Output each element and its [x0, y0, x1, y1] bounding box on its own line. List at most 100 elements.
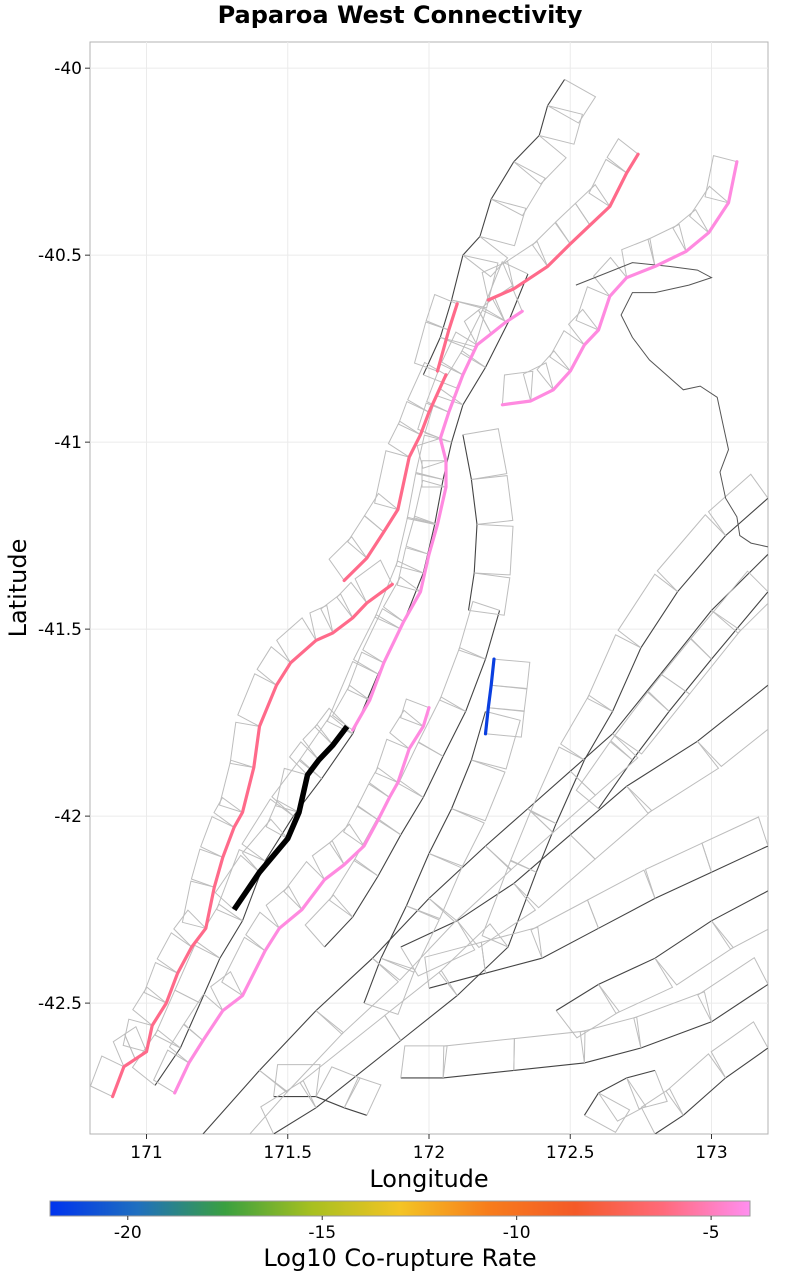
rupture-panel — [215, 849, 266, 922]
x-axis-ticks: 171 171.5 172 172.5 173 — [130, 1134, 728, 1163]
rupture-panel — [405, 515, 438, 555]
rupture-panel — [374, 450, 410, 510]
co-rupture-fault — [435, 302, 459, 373]
colorbar-label: Log10 Co-rupture Rate — [263, 1244, 536, 1272]
rupture-panel — [328, 536, 368, 581]
rupture-panel — [288, 741, 320, 776]
rupture-panel — [396, 547, 430, 593]
rupture-panel — [575, 286, 610, 331]
rupture-panel — [203, 1070, 289, 1134]
rupture-panel — [567, 308, 599, 346]
rupture-panel — [320, 593, 354, 634]
rupture-panel — [665, 1053, 727, 1116]
rupture-panel — [647, 638, 712, 712]
rupture-panel — [213, 796, 243, 828]
y-tick-label: -41.5 — [38, 620, 82, 640]
rupture-panel — [328, 858, 379, 918]
rupture-panel — [363, 957, 416, 1016]
rupture-panel — [547, 78, 597, 124]
rupture-panel — [245, 911, 280, 952]
rupture-panel — [458, 600, 500, 660]
background-fault-trace — [583, 1069, 656, 1116]
rupture-panel — [413, 479, 447, 525]
rupture-panel — [428, 808, 485, 869]
rupture-panel — [574, 183, 611, 226]
rupture-panel — [214, 854, 260, 910]
rupture-panel — [424, 941, 486, 989]
rupture-panel — [462, 236, 509, 278]
rupture-panel — [586, 634, 642, 712]
rupture-panel — [406, 473, 444, 525]
y-axis-label: Latitude — [4, 539, 32, 638]
rupture-panel — [200, 816, 235, 858]
rupture-panel — [352, 613, 402, 675]
colorbar — [49, 1200, 751, 1217]
coastline-trace — [575, 262, 768, 548]
rupture-panel — [451, 759, 506, 822]
rupture-panel — [154, 989, 201, 1049]
rupture-panel — [707, 473, 768, 536]
chart-title: Paparoa West Connectivity — [217, 1, 583, 29]
colorbar-tick-label: -5 — [703, 1223, 720, 1243]
rupture-panel — [382, 576, 421, 623]
rupture-panel — [584, 1092, 631, 1133]
rupture-panel — [688, 185, 729, 234]
rupture-panel — [315, 957, 400, 1035]
rupture-panel — [256, 646, 291, 686]
rupture-panel — [417, 402, 449, 439]
rupture-panel — [710, 1021, 768, 1079]
rupture-panel — [326, 660, 379, 735]
rupture-panel — [633, 991, 712, 1049]
y-tick-label: -40 — [54, 59, 82, 79]
rupture-panel — [598, 957, 674, 1015]
rupture-panel — [462, 428, 508, 480]
rupture-panel — [181, 880, 215, 929]
rupture-panel — [331, 684, 370, 731]
rupture-panel — [132, 986, 167, 1026]
rupture-panel — [400, 920, 476, 977]
rupture-panel — [336, 581, 368, 619]
rupture-panel — [592, 256, 628, 297]
x-axis-label: Longitude — [369, 1165, 488, 1193]
rupture-panel — [481, 260, 515, 301]
rupture-panel — [441, 331, 478, 376]
rupture-panel — [265, 799, 300, 840]
rupture-panel — [579, 1016, 642, 1063]
x-tick-label: 173 — [695, 1143, 727, 1163]
rupture-panel — [481, 261, 529, 323]
rupture-panel — [183, 993, 224, 1041]
rupture-panel — [485, 707, 525, 738]
background-fault-trace — [654, 1047, 768, 1134]
rupture-panel — [644, 842, 712, 899]
rupture-panel — [399, 698, 430, 727]
background-fault-network — [90, 78, 768, 1134]
co-rupture-fault — [486, 152, 640, 302]
rupture-panel — [588, 158, 627, 207]
rupture-panel — [374, 738, 410, 783]
colorbar-tick-label: -15 — [308, 1223, 336, 1243]
rupture-panel — [276, 617, 317, 664]
rupture-panel — [343, 1076, 382, 1116]
rupture-panel — [479, 198, 527, 247]
rupture-panel — [539, 105, 584, 145]
rupture-panel — [389, 709, 424, 750]
rupture-panel — [426, 363, 464, 413]
rupture-panel — [456, 883, 537, 949]
background-fault-trace — [202, 553, 768, 1134]
rupture-panel — [309, 604, 334, 641]
rupture-panel — [237, 673, 277, 727]
rupture-panel — [299, 1014, 402, 1109]
rupture-panel — [315, 1066, 361, 1109]
rupture-panel — [428, 845, 513, 923]
x-tick-label: 171 — [130, 1143, 162, 1163]
rupture-panel — [152, 1049, 190, 1094]
rupture-panel — [275, 767, 308, 813]
rupture-panel — [626, 740, 720, 814]
grid-lines — [90, 42, 768, 1134]
rupture-panel — [501, 370, 534, 405]
rupture-panel — [575, 740, 633, 809]
rupture-panel — [265, 885, 303, 929]
co-rupture-fault — [342, 373, 448, 583]
rupture-panel — [530, 899, 599, 959]
rupture-panel — [241, 818, 289, 873]
